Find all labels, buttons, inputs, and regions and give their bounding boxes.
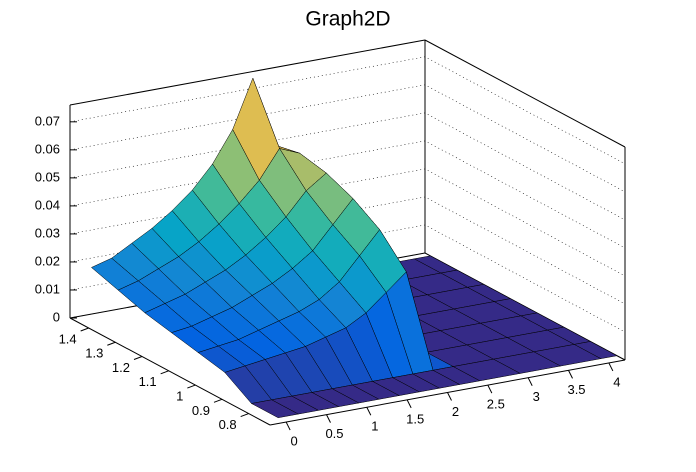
box-edge	[424, 39, 626, 148]
y-tick	[240, 413, 249, 418]
y-tick	[80, 327, 89, 332]
x-tick-label: 1	[371, 419, 378, 434]
box-edge	[69, 317, 271, 426]
x-tick-label: 2.5	[487, 397, 505, 412]
grid-line	[69, 84, 626, 193]
x-tick	[568, 370, 573, 379]
x-tick-label: 2	[452, 404, 459, 419]
z-tick-label: 0.01	[35, 281, 60, 296]
y-tick-label: 1.4	[59, 331, 77, 346]
y-tick-label: 0.8	[219, 417, 237, 432]
y-tick-label: 1	[176, 388, 183, 403]
y-tick-label: 1.1	[139, 374, 157, 389]
y-tick-label: 1.2	[112, 360, 130, 375]
z-tick-label: 0.05	[35, 169, 60, 184]
x-tick	[527, 377, 533, 386]
x-tick-label: 1.5	[406, 411, 424, 426]
box-edge	[69, 39, 426, 106]
z-tick-label: 0.07	[35, 113, 60, 128]
x-tick	[285, 421, 291, 431]
surface-cell	[250, 399, 300, 419]
y-tick-label: 0.9	[192, 403, 210, 418]
grid-line	[69, 56, 626, 165]
x-tick-label: 3	[533, 389, 540, 404]
z-tick-label: 0.03	[35, 225, 60, 240]
y-tick	[133, 356, 143, 360]
y-tick-label: 1.3	[85, 346, 103, 361]
x-tick	[326, 414, 331, 423]
y-tick	[160, 370, 169, 375]
x-tick	[447, 392, 452, 401]
grid-line	[69, 112, 626, 221]
grid-line	[69, 140, 626, 249]
x-tick-label: 0	[291, 433, 298, 448]
chart-title: Graph2D	[305, 8, 390, 31]
y-tick	[187, 384, 196, 389]
x-tick-label: 3.5	[567, 382, 585, 397]
z-tick-label: 0.04	[35, 197, 60, 212]
y-tick	[213, 398, 223, 403]
x-tick	[366, 407, 372, 416]
z-tick-label: 0.02	[35, 253, 60, 268]
x-tick-label: 0.5	[325, 426, 343, 441]
z-tick-label: 0	[53, 309, 60, 324]
x-tick	[487, 384, 493, 394]
z-tick-label: 0.06	[35, 141, 60, 156]
y-tick	[107, 341, 116, 346]
x-tick	[406, 399, 412, 409]
x-tick	[608, 362, 614, 372]
x-tick-label: 4	[613, 374, 620, 389]
